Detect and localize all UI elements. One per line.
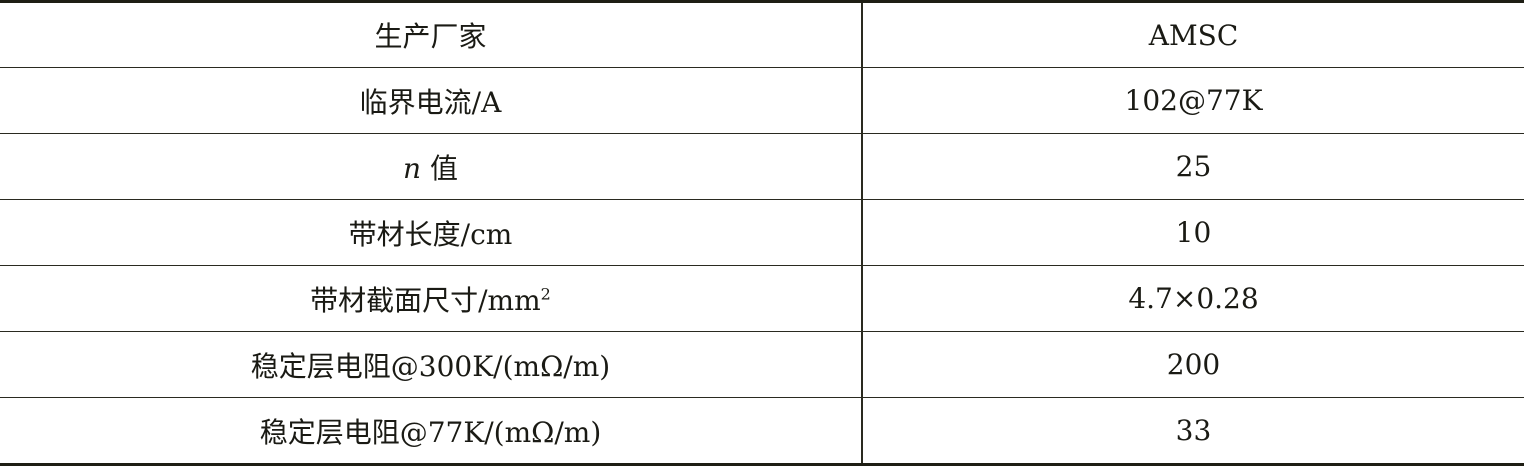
param-cell: 生产厂家: [0, 0, 863, 68]
table-row: 临界电流/A 102@77K: [0, 67, 1524, 134]
param-cell: n 值: [0, 133, 863, 200]
table-row: 稳定层电阻@77K/(mΩ/m) 33: [0, 397, 1524, 466]
value-cell: 25: [862, 133, 1524, 200]
param-cell: 带材长度/cm: [0, 199, 863, 266]
param-label: 带材截面尺寸/mm: [310, 283, 541, 317]
table-row: n 值 25: [0, 133, 1524, 200]
table-row: 生产厂家 AMSC: [0, 0, 1524, 68]
value-cell: 33: [862, 397, 1524, 466]
table-row: 稳定层电阻@300K/(mΩ/m) 200: [0, 331, 1524, 398]
value-cell: 10: [862, 199, 1524, 266]
param-superscript: 2: [540, 284, 551, 304]
param-cell: 临界电流/A: [0, 67, 863, 134]
table-row: 带材截面尺寸/mm2 4.7×0.28: [0, 265, 1524, 332]
param-symbol: n: [403, 151, 422, 185]
table-row: 带材长度/cm 10: [0, 199, 1524, 266]
param-cell: 稳定层电阻@300K/(mΩ/m): [0, 331, 863, 398]
value-cell: 102@77K: [862, 67, 1524, 134]
param-cell: 带材截面尺寸/mm2: [0, 265, 863, 332]
param-cell: 稳定层电阻@77K/(mΩ/m): [0, 397, 863, 466]
value-cell: AMSC: [862, 0, 1524, 68]
value-cell: 4.7×0.28: [862, 265, 1524, 332]
param-label: 值: [421, 151, 458, 185]
value-cell: 200: [862, 331, 1524, 398]
